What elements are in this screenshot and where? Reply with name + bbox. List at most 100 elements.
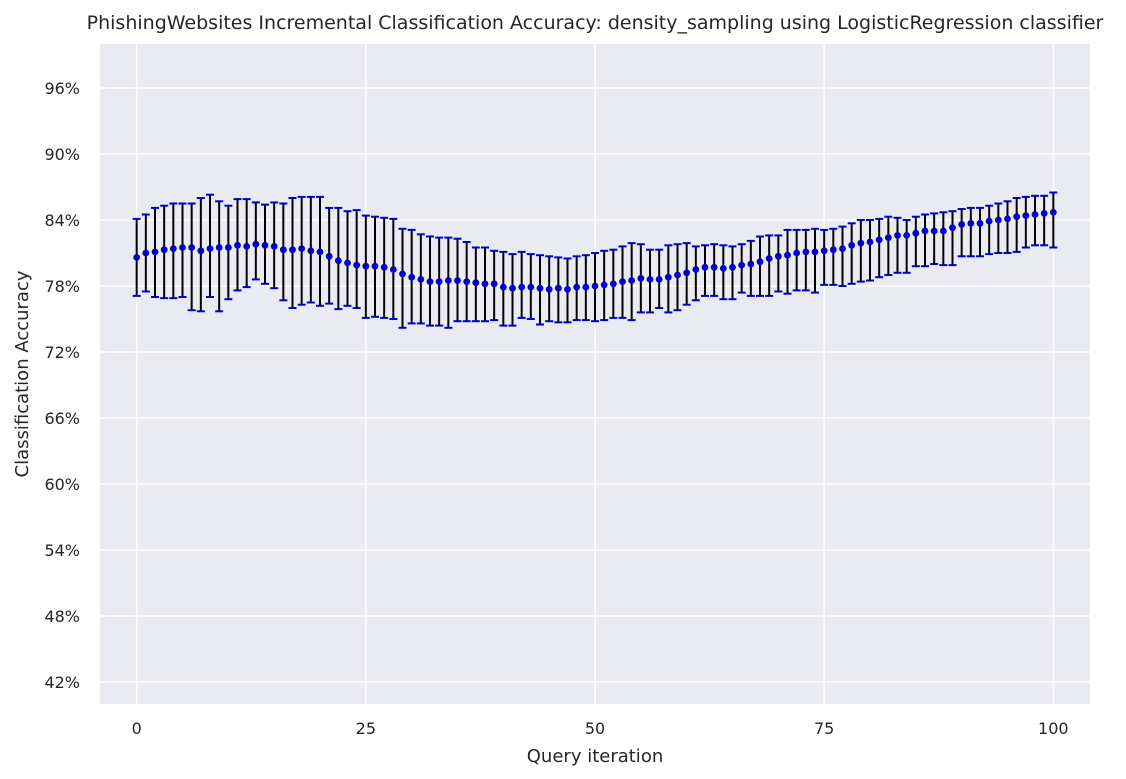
- data-point: [637, 274, 645, 282]
- data-point: [527, 283, 535, 291]
- data-point: [188, 244, 196, 251]
- data-point: [353, 261, 361, 269]
- data-point: [380, 263, 388, 271]
- data-point: [279, 246, 287, 254]
- y-tick-label: 84%: [44, 211, 80, 230]
- data-point: [619, 278, 626, 285]
- data-point: [958, 221, 966, 228]
- y-tick-label: 66%: [44, 409, 80, 428]
- data-point: [976, 219, 984, 227]
- x-tick-label: 0: [132, 719, 142, 738]
- data-point: [683, 269, 691, 277]
- data-point: [325, 252, 333, 260]
- data-point: [545, 285, 553, 293]
- data-point: [903, 232, 911, 239]
- data-point: [142, 249, 150, 257]
- data-point: [536, 284, 544, 292]
- data-point: [160, 246, 168, 254]
- data-point: [435, 278, 443, 285]
- data-point: [884, 234, 892, 242]
- data-point: [224, 244, 232, 251]
- data-point: [499, 283, 507, 291]
- data-point: [600, 281, 608, 289]
- data-point: [747, 260, 755, 268]
- data-point: [298, 245, 306, 253]
- data-point: [344, 259, 351, 267]
- data-point: [490, 280, 498, 288]
- data-point: [930, 227, 938, 235]
- data-point: [793, 249, 801, 257]
- data-point: [408, 273, 416, 281]
- data-point: [289, 246, 296, 254]
- x-tick-label: 100: [1038, 719, 1069, 738]
- y-tick-label: 72%: [44, 343, 80, 362]
- data-point: [719, 265, 727, 272]
- data-point: [334, 257, 342, 265]
- data-point: [829, 246, 837, 254]
- data-point: [454, 277, 461, 284]
- data-point: [463, 278, 471, 285]
- data-point: [1022, 212, 1030, 220]
- data-point: [243, 243, 251, 250]
- data-point: [655, 276, 663, 283]
- data-point: [866, 238, 874, 246]
- data-point: [1040, 210, 1048, 217]
- x-tick-labels: 0 25 50 75 100: [132, 719, 1069, 738]
- data-point: [554, 284, 562, 292]
- y-tick-label: 48%: [44, 607, 80, 626]
- data-point: [1013, 213, 1021, 221]
- y-tick-label: 60%: [44, 475, 80, 494]
- data-point: [518, 283, 526, 291]
- data-point: [270, 243, 278, 250]
- data-point: [949, 224, 956, 232]
- data-point: [591, 282, 599, 290]
- data-point: [179, 244, 186, 251]
- x-axis-label: Query iteration: [527, 746, 663, 767]
- y-tick-label: 54%: [44, 541, 80, 560]
- data-point: [307, 247, 315, 255]
- data-point: [573, 283, 581, 291]
- data-point: [389, 266, 397, 273]
- x-tick-label: 75: [814, 719, 834, 738]
- y-axis-label: Classification Accuracy: [12, 270, 33, 477]
- data-point: [628, 277, 636, 284]
- data-point: [921, 227, 929, 235]
- data-point: [756, 258, 764, 266]
- data-point: [701, 263, 709, 271]
- data-point: [839, 245, 846, 253]
- data-point: [215, 244, 223, 251]
- data-point: [399, 270, 406, 278]
- data-point: [738, 261, 746, 269]
- data-point: [765, 255, 773, 262]
- data-point: [994, 216, 1002, 224]
- data-point: [1049, 208, 1057, 216]
- data-point: [985, 217, 993, 225]
- data-point: [609, 280, 617, 288]
- data-point: [426, 278, 434, 285]
- data-point: [774, 252, 782, 260]
- y-tick-label: 96%: [44, 79, 80, 98]
- data-point: [564, 285, 571, 293]
- data-point: [967, 219, 975, 227]
- data-points: [133, 208, 1057, 293]
- chart-title: PhishingWebsites Incremental Classificat…: [87, 12, 1104, 34]
- data-point: [811, 248, 819, 256]
- data-point: [472, 279, 480, 287]
- data-point: [912, 229, 920, 237]
- data-point: [802, 248, 810, 256]
- data-point: [206, 245, 214, 253]
- data-point: [252, 240, 260, 248]
- y-tick-label: 42%: [44, 673, 80, 692]
- data-point: [894, 232, 901, 239]
- x-tick-label: 50: [585, 719, 605, 738]
- data-point: [1031, 211, 1039, 218]
- data-point: [729, 263, 736, 271]
- data-point: [939, 227, 947, 235]
- y-tick-labels: 42% 48% 54% 60% 66% 72% 78% 84% 90% 96%: [44, 79, 80, 692]
- data-point: [444, 277, 452, 284]
- data-point: [509, 284, 516, 292]
- y-tick-label: 78%: [44, 277, 80, 296]
- data-point: [820, 247, 828, 255]
- data-point: [710, 263, 718, 271]
